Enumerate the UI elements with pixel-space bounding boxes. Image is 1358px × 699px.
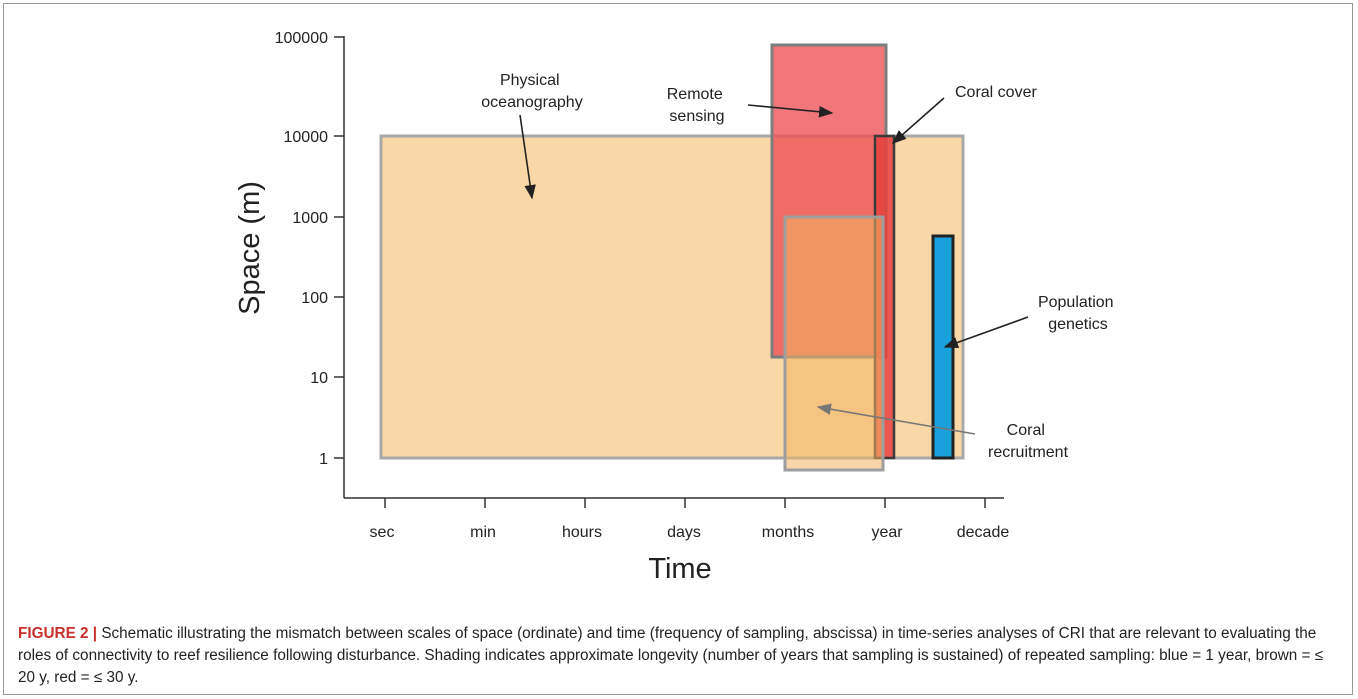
box-coral-recruitment bbox=[783, 215, 885, 472]
y-tick-label: 10 bbox=[310, 370, 328, 387]
label-line: recruitment bbox=[988, 444, 1069, 461]
y-tick-label: 100000 bbox=[275, 30, 328, 47]
y-axis-title: Space (m) bbox=[234, 181, 266, 315]
caption-text: Schematic illustrating the mismatch betw… bbox=[18, 625, 1324, 686]
label-population-genetics: Population genetics bbox=[1038, 294, 1118, 333]
arrow-remote-sensing bbox=[747, 104, 834, 118]
label-physical-oceanography: Physical oceanography bbox=[481, 72, 582, 111]
x-tick-label: min bbox=[470, 524, 496, 541]
y-ticks: 1 10 100 1000 10000 100000 bbox=[275, 30, 344, 468]
x-tick-label: months bbox=[762, 524, 814, 541]
label-remote-sensing: Remote sensing bbox=[667, 86, 727, 125]
figure-frame bbox=[3, 3, 1353, 695]
y-tick-label: 1 bbox=[319, 451, 328, 468]
label-line: Coral cover bbox=[955, 84, 1037, 101]
label-line: Remote bbox=[667, 86, 723, 103]
label-line: Physical bbox=[500, 72, 560, 89]
y-tick-label: 10000 bbox=[284, 129, 329, 146]
arrow-population-genetics bbox=[943, 316, 1029, 349]
caption-label: FIGURE 2 | bbox=[18, 625, 98, 642]
x-tick-label: year bbox=[871, 524, 903, 541]
label-line: Population bbox=[1038, 294, 1114, 311]
label-line: sensing bbox=[669, 108, 724, 125]
y-tick-label: 1000 bbox=[292, 210, 328, 227]
x-tick-label: decade bbox=[957, 524, 1010, 541]
x-tick-label: hours bbox=[562, 524, 602, 541]
figure-caption: FIGURE 2 | Schematic illustrating the mi… bbox=[18, 623, 1340, 689]
chart: 1 10 100 1000 10000 100000 sec min hours… bbox=[234, 30, 1118, 585]
label-line: Coral bbox=[1007, 422, 1045, 439]
label-line: genetics bbox=[1048, 316, 1108, 333]
x-tick-label: days bbox=[667, 524, 701, 541]
y-tick-label: 100 bbox=[301, 290, 328, 307]
x-tick-label: sec bbox=[370, 524, 395, 541]
x-ticks: sec min hours days months year decade bbox=[370, 498, 1010, 541]
box-population-genetics bbox=[931, 234, 955, 460]
label-line: oceanography bbox=[481, 94, 582, 111]
arrow-coral-recruitment bbox=[816, 403, 976, 435]
arrow-coral-cover bbox=[891, 97, 945, 144]
label-coral-cover: Coral cover bbox=[955, 84, 1037, 101]
label-coral-recruitment: Coral recruitment bbox=[988, 422, 1069, 461]
arrow-physical-oceanography bbox=[519, 114, 536, 200]
x-axis-title: Time bbox=[648, 553, 711, 585]
